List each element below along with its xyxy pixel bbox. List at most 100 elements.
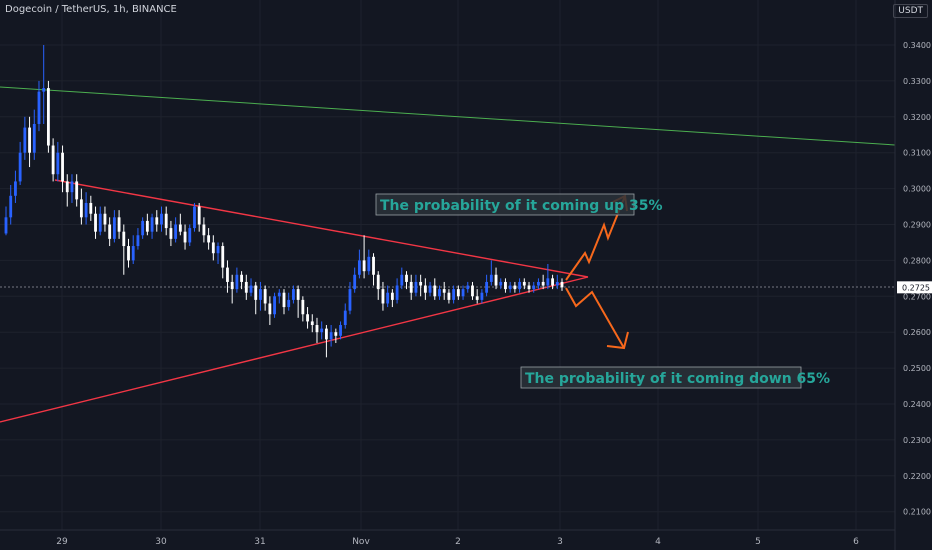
candle-body: [376, 274, 380, 290]
candle-body: [423, 285, 427, 293]
candle-body: [178, 224, 182, 232]
candle-body: [315, 325, 319, 333]
candle-body: [494, 274, 498, 286]
candle-body: [485, 281, 489, 293]
candle-body: [442, 289, 446, 293]
x-tick-label: 3: [557, 537, 563, 547]
y-tick-label: 0.3100: [903, 149, 931, 158]
candle-body: [249, 285, 253, 293]
down-arrowhead: [606, 331, 629, 350]
y-tick-label: 0.3200: [903, 113, 931, 122]
x-tick-label: 5: [755, 537, 761, 547]
candle-body: [202, 224, 206, 236]
candle-body: [452, 289, 456, 300]
candle-body: [160, 213, 163, 225]
candle-body: [89, 202, 93, 214]
candle-body: [117, 217, 121, 232]
y-tick-label: 0.2200: [903, 472, 931, 481]
candle-body: [489, 274, 493, 282]
annotation-up-text[interactable]: The probability of it coming up 35%: [380, 198, 663, 214]
candle-body: [504, 281, 507, 290]
annotations[interactable]: The probability of it coming up 35% The …: [375, 193, 830, 389]
candle-body: [103, 213, 107, 225]
triangle-lower-line: [0, 276, 589, 423]
candle-body: [122, 231, 126, 247]
candle-body: [306, 314, 309, 322]
annotation-up-box: [375, 193, 635, 216]
candle-body: [164, 213, 168, 229]
candle-body: [46, 88, 50, 146]
candle-body: [480, 292, 484, 300]
candle-body: [193, 206, 196, 229]
candle-body: [414, 281, 418, 293]
y-tick-label: 0.3300: [903, 77, 931, 86]
y-tick-label: 0.2400: [903, 400, 931, 409]
candle-body: [357, 260, 361, 275]
candle-body: [372, 256, 375, 275]
x-tick-label: 4: [655, 537, 661, 547]
candle-body: [174, 224, 178, 239]
up-projection-arrow: [565, 195, 626, 281]
candle-body: [362, 260, 366, 272]
candle-body: [438, 289, 441, 297]
candle-body: [466, 285, 470, 290]
candle-body: [141, 220, 145, 236]
candle-body: [65, 181, 69, 193]
down-projection-arrow: [565, 287, 625, 349]
channel-line: [0, 86, 896, 146]
candle-body: [183, 231, 187, 243]
grid: [0, 0, 895, 530]
candle-body: [226, 267, 229, 282]
trendlines: [0, 86, 896, 423]
chart-title: Dogecoin / TetherUS, 1h, BINANCE: [5, 4, 177, 15]
candle-body: [296, 289, 300, 300]
candle-body: [244, 281, 248, 293]
candle-body: [51, 145, 55, 175]
candle-body: [136, 235, 140, 247]
current-price-badge: [897, 281, 932, 294]
candle-body: [216, 246, 220, 254]
x-tick-label: Nov: [352, 537, 370, 547]
candle-body: [390, 292, 394, 300]
projection-arrows: [565, 194, 629, 350]
candle-body: [197, 206, 201, 225]
candle-body: [513, 285, 517, 290]
candle-body: [310, 321, 314, 326]
x-tick-label: 29: [56, 537, 68, 547]
candle-body: [329, 332, 333, 340]
candle-body: [428, 285, 432, 293]
candle-body: [381, 289, 385, 304]
x-tick-label: 30: [155, 537, 167, 547]
candle-body: [471, 285, 474, 297]
candle-body: [254, 285, 258, 300]
candle-body: [301, 299, 305, 315]
candle-body: [395, 285, 399, 300]
candle-body: [75, 181, 79, 200]
candle-body: [263, 289, 267, 304]
candle-body: [555, 281, 559, 286]
candle-body: [522, 281, 526, 286]
currency-label[interactable]: USDT: [893, 4, 928, 18]
candle-body: [456, 289, 460, 297]
candle-body: [207, 235, 211, 243]
candle-body: [537, 281, 540, 286]
candle-body: [145, 220, 149, 232]
y-tick-label: 0.2900: [903, 221, 931, 230]
candle-body: [546, 278, 550, 286]
candle-body: [150, 217, 154, 232]
y-tick-label: 0.3000: [903, 185, 931, 194]
candle-body: [532, 285, 536, 290]
y-tick-label: 0.2300: [903, 436, 931, 445]
y-tick-label: 0.2600: [903, 328, 931, 337]
candle-body: [14, 181, 17, 196]
candle-body: [112, 217, 116, 239]
candle-body: [277, 292, 281, 297]
candle-body: [541, 281, 545, 286]
annotation-down-text[interactable]: The probability of it coming down 65%: [525, 371, 830, 387]
candle-body: [259, 289, 262, 300]
candle-body: [61, 152, 64, 182]
y-tick-label: 0.3400: [903, 41, 931, 50]
candle-body: [518, 281, 522, 290]
candle-body: [188, 228, 192, 243]
